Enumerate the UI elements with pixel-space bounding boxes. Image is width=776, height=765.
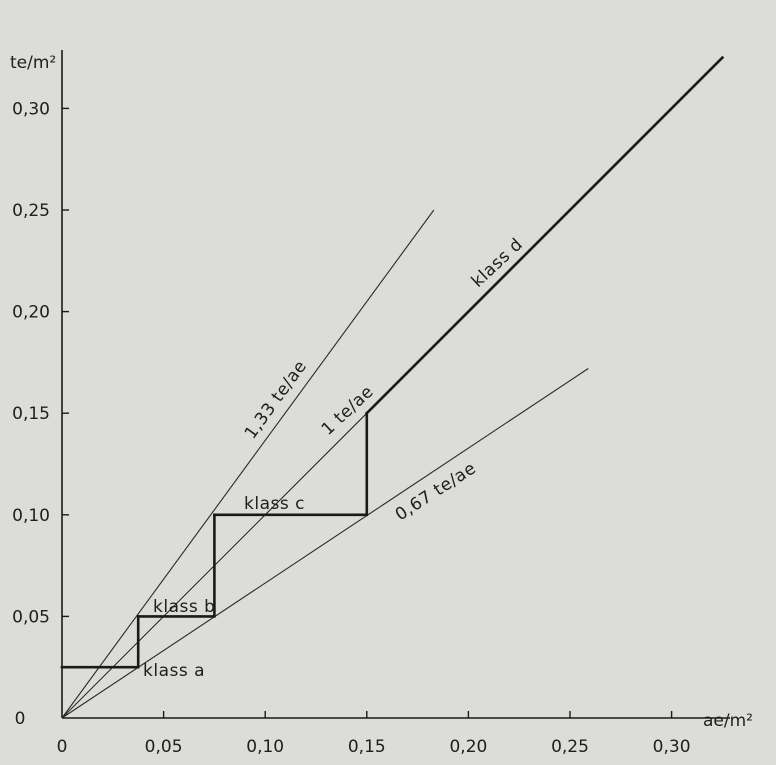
class-boundary-klass-b — [136, 513, 216, 618]
klass-a-label: klass a — [143, 661, 205, 681]
class-boundary-klass-a — [60, 615, 140, 669]
tick-labels: 0 0,05 0,10 0,15 0,20 0,25 0,30 0 0,05 0,10 0,15 0,… — [12, 99, 690, 757]
y-tick-label: 0,30 — [12, 99, 50, 119]
y-tick-label: 0,20 — [12, 303, 50, 323]
x-tick-label: 0,05 — [145, 737, 183, 757]
y-tick-label: 0,25 — [12, 201, 50, 221]
y-tick-label: 0,15 — [12, 404, 50, 424]
y-tick-label: 0,05 — [12, 607, 50, 627]
x-tick-label: 0,25 — [551, 737, 589, 757]
axes — [61, 50, 730, 719]
class-boundary-klass-d — [364, 55, 725, 416]
class-boundary-klass-c — [213, 411, 369, 517]
x-axis-label: ae/m² — [703, 711, 753, 731]
class-boundary-lines — [60, 55, 725, 669]
y-axis-label: te/m² — [10, 53, 56, 73]
x-tick-label: 0,20 — [449, 737, 487, 757]
tick-marks — [62, 107, 673, 718]
klass-c-label: klass c — [244, 494, 305, 514]
y-tick-label: 0 — [15, 709, 26, 729]
x-tick-label: 0,30 — [653, 737, 691, 757]
x-tick-label: 0,15 — [348, 737, 386, 757]
x-tick-label: 0 — [57, 737, 68, 757]
klass-b-label: klass b — [153, 597, 215, 617]
y-tick-label: 0,10 — [12, 506, 50, 526]
ratio-line-3 — [61, 368, 589, 719]
x-tick-label: 0,10 — [246, 737, 284, 757]
ratio-line-1 — [61, 209, 435, 719]
